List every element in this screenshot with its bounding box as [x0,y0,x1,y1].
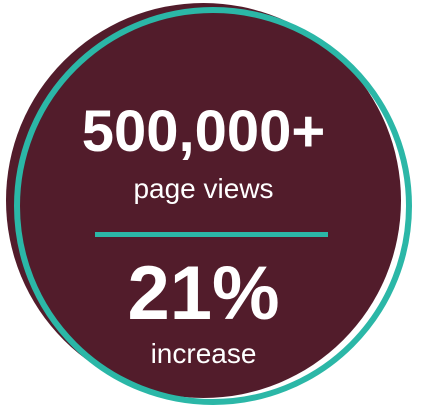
accent-ring [14,7,412,405]
increase-value: 21% [127,251,280,336]
divider [95,232,328,237]
increase-label: increase [150,338,257,369]
page-views-label: page views [133,173,274,204]
page-views-value: 500,000+ [81,99,326,164]
stat-content: 500,000+ page views 21% increase [6,3,401,398]
